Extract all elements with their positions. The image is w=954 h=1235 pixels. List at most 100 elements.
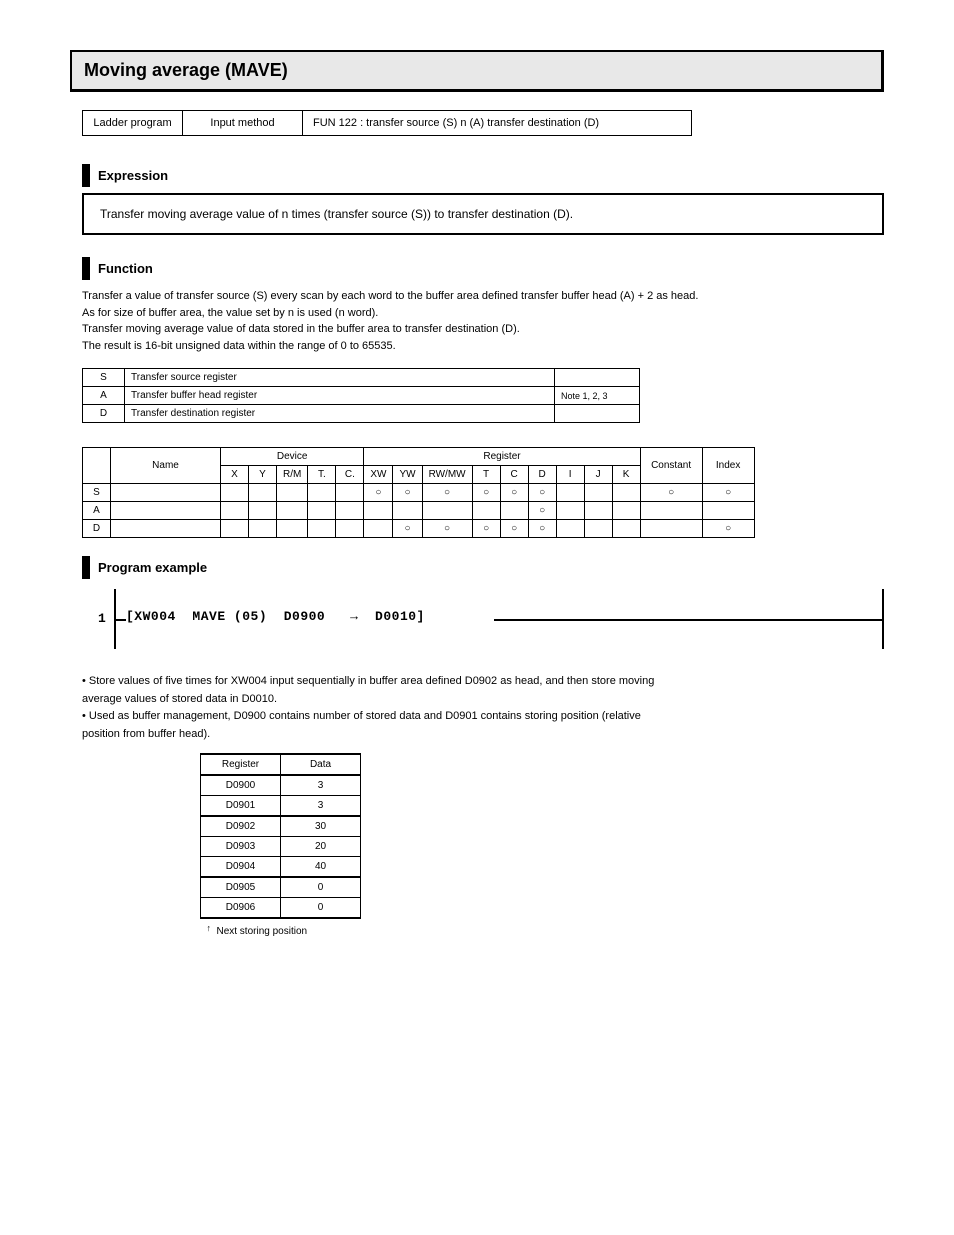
th-sub: Y <box>249 466 277 484</box>
table-row: D ○ ○ ○ ○ ○ ○ <box>83 520 755 538</box>
table-row: D090320 <box>201 837 361 857</box>
th-blank <box>83 448 111 484</box>
table-header-row: Register Data <box>201 754 361 775</box>
cell: 3 <box>281 775 361 796</box>
th-sub: RW/MW <box>422 466 472 484</box>
rung-line <box>494 619 882 621</box>
arrow-annotation: ↑ Next storing position <box>200 923 884 938</box>
cell: ○ <box>528 502 556 520</box>
example-text: • Store values of five times for XW004 i… <box>82 673 884 743</box>
cell <box>277 484 308 502</box>
table-row: A Transfer buffer head register Note 1, … <box>83 387 640 405</box>
th-constant: Constant <box>640 448 702 484</box>
row-lbl: S <box>83 484 111 502</box>
cell <box>336 520 364 538</box>
cell <box>364 520 393 538</box>
th-sub: R/M <box>277 466 308 484</box>
op-note <box>555 369 640 387</box>
ex-line: • Store values of five times for XW004 i… <box>82 673 884 691</box>
op-desc: Transfer source register <box>125 369 555 387</box>
table-row: S ○ ○ ○ ○ ○ ○ ○ ○ <box>83 484 755 502</box>
arrow-text: Next storing position <box>216 926 307 937</box>
cell <box>249 520 277 538</box>
cell <box>336 502 364 520</box>
cell: D0905 <box>201 877 281 898</box>
table-row: D Transfer destination register <box>83 405 640 423</box>
cell <box>308 484 336 502</box>
rung-number: 1 <box>98 611 106 626</box>
cell <box>584 502 612 520</box>
th-sub: I <box>556 466 584 484</box>
cell <box>336 484 364 502</box>
fn-line: Transfer a value of transfer source (S) … <box>82 288 884 305</box>
table-row: D09060 <box>201 898 361 919</box>
th-device: Device <box>221 448 364 466</box>
cell: ○ <box>702 520 754 538</box>
cell <box>249 502 277 520</box>
table-row: S Transfer source register <box>83 369 640 387</box>
op-label: D <box>83 405 125 423</box>
cell <box>584 520 612 538</box>
cell <box>277 520 308 538</box>
ladder-diagram: 1 [XW004 MAVE (05) D0900 → D0010] <box>94 589 884 649</box>
row-lbl: A <box>83 502 111 520</box>
table-row: D09050 <box>201 877 361 898</box>
cell: ○ <box>528 520 556 538</box>
cell <box>249 484 277 502</box>
th-sub: XW <box>364 466 393 484</box>
function-text: Transfer a value of transfer source (S) … <box>82 288 884 354</box>
cell: ○ <box>528 484 556 502</box>
cell: ○ <box>472 520 500 538</box>
cell <box>556 520 584 538</box>
cell <box>612 520 640 538</box>
table-row: D090440 <box>201 857 361 878</box>
fn-line: As for size of buffer area, the value se… <box>82 305 884 322</box>
th-sub: J <box>584 466 612 484</box>
cell <box>556 484 584 502</box>
up-arrow-icon: ↑ <box>202 923 214 934</box>
table-row: D090230 <box>201 816 361 837</box>
cell <box>556 502 584 520</box>
cell: 0 <box>281 877 361 898</box>
cell <box>612 502 640 520</box>
cell: ○ <box>640 484 702 502</box>
cell <box>500 502 528 520</box>
op-label: A <box>83 387 125 405</box>
cell <box>393 502 422 520</box>
cell: ○ <box>393 520 422 538</box>
expression-heading: Expression <box>82 164 884 187</box>
ex-line: • Used as buffer management, D0900 conta… <box>82 708 884 726</box>
device-table: Name Device Register Constant Index X Y … <box>82 447 755 538</box>
cell: D0903 <box>201 837 281 857</box>
cell <box>584 484 612 502</box>
cell <box>472 502 500 520</box>
cell: D0906 <box>201 898 281 919</box>
th-sub: X <box>221 466 249 484</box>
cell: ○ <box>364 484 393 502</box>
cell: ○ <box>500 520 528 538</box>
fn-line: Transfer moving average value of data st… <box>82 321 884 338</box>
rung-stub <box>116 619 126 621</box>
table-row: D09003 <box>201 775 361 796</box>
op-note: Note 1, 2, 3 <box>555 387 640 405</box>
th-sub: D <box>528 466 556 484</box>
th-sub: T. <box>308 466 336 484</box>
table-header-row: Name Device Register Constant Index <box>83 448 755 466</box>
ex-line: position from buffer head). <box>82 726 884 744</box>
dt-h1: Register <box>201 754 281 775</box>
cell: ○ <box>702 484 754 502</box>
op-desc: Transfer buffer head register <box>125 387 555 405</box>
cell: 3 <box>281 796 361 817</box>
instruction-box: [XW004 MAVE (05) D0900 → D0010] <box>126 609 425 624</box>
cell <box>364 502 393 520</box>
cell <box>277 502 308 520</box>
cell: D0900 <box>201 775 281 796</box>
cell: D0902 <box>201 816 281 837</box>
op-desc: Transfer destination register <box>125 405 555 423</box>
ex-line: average values of stored data in D0010. <box>82 691 884 709</box>
op-note <box>555 405 640 423</box>
buffer-data-table: Register Data D09003 D09013 D090230 D090… <box>200 753 361 919</box>
cell <box>221 502 249 520</box>
row-lbl: D <box>83 520 111 538</box>
th-sub: K <box>612 466 640 484</box>
